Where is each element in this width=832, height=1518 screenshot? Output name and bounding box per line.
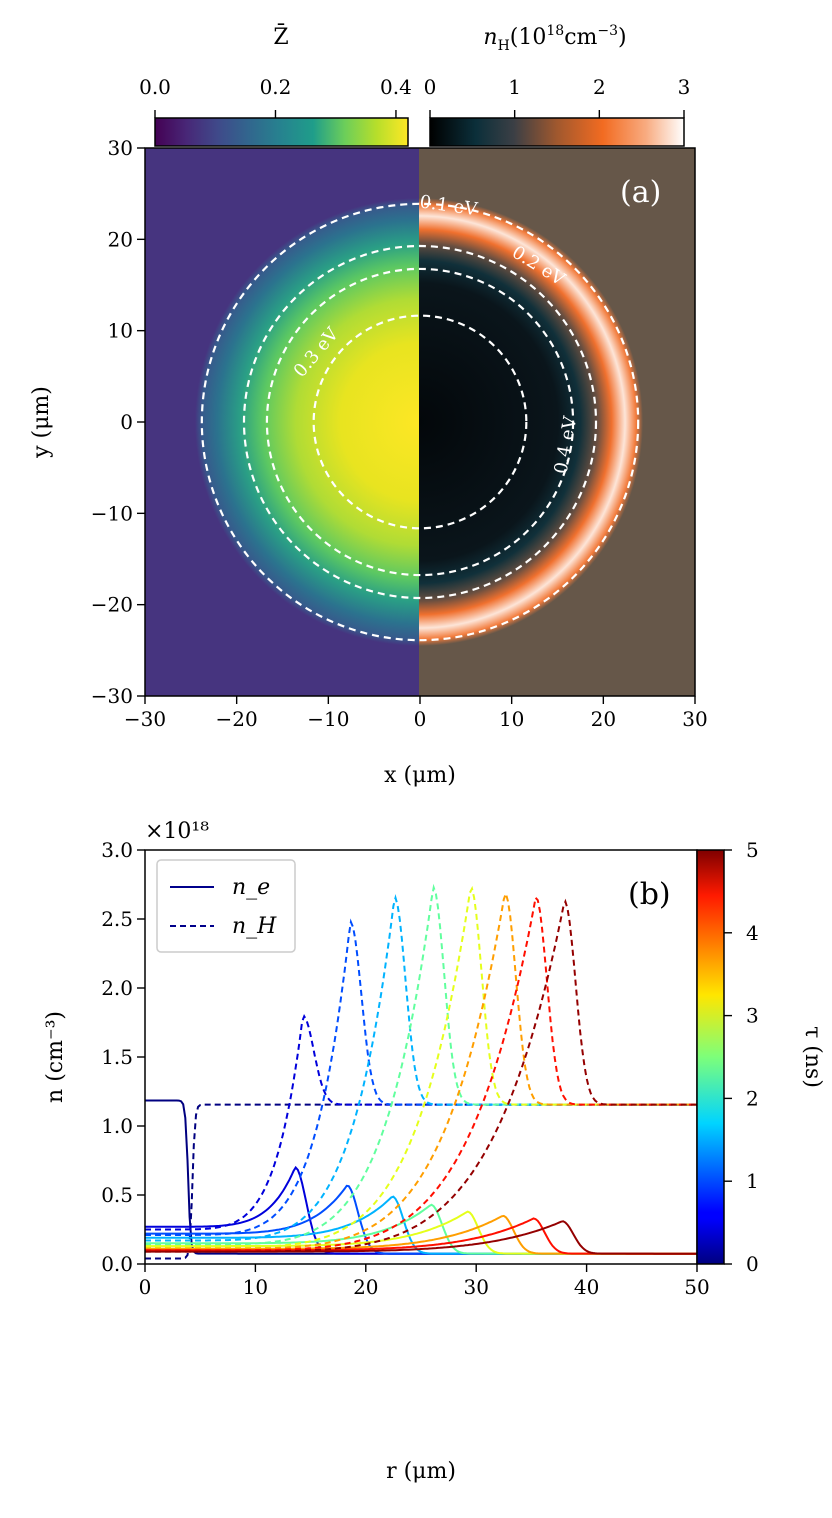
- cbar-tau-tick-label: 0: [746, 1252, 759, 1276]
- contour-0.3-eV: [265, 267, 575, 577]
- panel-a-xtick-label: 0: [414, 707, 427, 731]
- legend-ne-label: n_e: [232, 875, 270, 900]
- colorbar-tau: [696, 849, 725, 1265]
- panel-a-ytick-label: 10: [108, 319, 133, 343]
- panel-b-axes: 0 10 20 30 40 50 0.0 0.5 1.0 1.5 2.0 2.5 3.0: [101, 838, 710, 1299]
- panel-a-xtick-label: 30: [682, 707, 707, 731]
- nh-curve-tau-1.5: [145, 893, 697, 1242]
- cbar-right-title-rest: (10: [510, 25, 547, 50]
- colorbar-tau-ticks: 0 1 2 3 4 5: [724, 838, 759, 1276]
- panel-a-axes: −30 −20 −10 0 10 20 30 30 20 10 0 −10 −20 −30: [91, 136, 708, 731]
- panel-b-curves: [145, 883, 697, 1260]
- cbar-tau-tick-label: 3: [746, 1004, 759, 1028]
- cbar-zbar-tick-label: 0.2: [260, 75, 292, 99]
- panel-b-ytick-label: 1.5: [101, 1045, 133, 1069]
- legend-box: [156, 859, 296, 953]
- panel-a-ytick-label: 20: [108, 227, 133, 251]
- contour-0.1-eV: [200, 202, 640, 642]
- cbar-zbar-tick-label: 0.0: [139, 75, 171, 99]
- contour-0.4-eV: [312, 314, 528, 530]
- panel-b-xtick-label: 0: [139, 1275, 152, 1299]
- heatmap-nh-disc: [419, 198, 643, 646]
- cbar-zbar-tick-label: 0.4: [380, 75, 412, 99]
- cbar-nh-tick-label: 1: [508, 75, 521, 99]
- panel-a: Z̄ nH(1018cm−3) 0.0 0.2 0.4 0 1 2 3 0.1 eV 0.2…: [29, 23, 708, 788]
- panel-b-ytick-label: 0.5: [101, 1183, 133, 1207]
- cbar-right-title-sup: 18: [546, 23, 564, 39]
- cbar-right-title: nH(1018cm−3): [483, 23, 626, 54]
- panel-a-ytick-label: 30: [108, 136, 133, 160]
- panel-b-xtick-label: 10: [243, 1275, 268, 1299]
- cbar-nh-tick-label: 2: [593, 75, 606, 99]
- panel-b-xtick-label: 20: [353, 1275, 378, 1299]
- panel-a-ytick-label: −10: [91, 501, 133, 525]
- panel-b-yscale: ×10¹⁸: [145, 819, 209, 844]
- panel-a-xlabel: x (μm): [384, 763, 456, 788]
- panel-a-label: (a): [620, 175, 661, 210]
- ne-curve-tau-4.9: [145, 1220, 697, 1255]
- heatmap-zbar-disc: [195, 198, 419, 646]
- panel-b: ×10¹⁸ 0 10 20 30 40 500.00.51.01.52.02.53.0 n…: [43, 819, 825, 1484]
- contour-0.2-eV: [242, 244, 598, 600]
- cbar-tau-tick-label: 2: [746, 1086, 759, 1110]
- colorbar-zbar: [154, 117, 409, 147]
- panel-b-label: (b): [628, 877, 671, 912]
- cbar-right-title-unit: cm: [564, 25, 597, 50]
- cbar-nh-tick-label: 3: [678, 75, 691, 99]
- panel-b-xtick-label: 40: [574, 1275, 599, 1299]
- panel-b-xtick-label: 50: [684, 1275, 709, 1299]
- panel-a-xtick-label: −10: [307, 707, 349, 731]
- panel-b-ytick-label: 2.0: [101, 976, 133, 1000]
- legend: n_e n_H: [156, 859, 296, 953]
- panel-a-ytick-label: −30: [91, 684, 133, 708]
- panel-a-xtick-label: 20: [591, 707, 616, 731]
- cbar-tau-tick-label: 4: [746, 921, 759, 945]
- panel-a-ytick-label: 0: [120, 410, 133, 434]
- panel-a-xtick-label: −20: [216, 707, 258, 731]
- cbar-nh-tick-label: 0: [424, 75, 437, 99]
- cbar-tau-tick-label: 1: [746, 1169, 759, 1193]
- colorbar-tau-label: τ (ns): [800, 1026, 825, 1088]
- colorbar-nh: [429, 117, 685, 147]
- panel-b-ytick-label: 2.5: [101, 907, 133, 931]
- panel-b-ytick-label: 0.0: [101, 1252, 133, 1276]
- panel-a-xtick-label: 10: [499, 707, 524, 731]
- panel-a-xtick-label: −30: [124, 707, 166, 731]
- cbar-right-title-unit-sup: −3: [597, 23, 618, 39]
- temperature-contours: [200, 202, 640, 642]
- cbar-right-title-sub: H: [498, 38, 510, 54]
- colorbar-ticks: 0.0 0.2 0.4 0 1 2 3: [139, 75, 690, 118]
- cbar-right-title-close: ): [618, 25, 627, 50]
- panel-a-ytick-label: −20: [91, 593, 133, 617]
- panel-b-ytick-label: 3.0: [101, 838, 133, 862]
- panel-b-ytick-label: 1.0: [101, 1114, 133, 1138]
- legend-nh-label: n_H: [232, 914, 277, 939]
- cbar-tau-tick-label: 5: [746, 838, 759, 862]
- panel-b-ylabel: n (cm⁻³): [43, 1011, 68, 1103]
- panel-a-ylabel: y (μm): [29, 386, 54, 459]
- panel-b-xtick-label: 30: [463, 1275, 488, 1299]
- cbar-right-title-n: n: [483, 25, 497, 50]
- cbar-left-title: Z̄: [273, 23, 288, 50]
- panel-b-xlabel: r (μm): [386, 1459, 456, 1484]
